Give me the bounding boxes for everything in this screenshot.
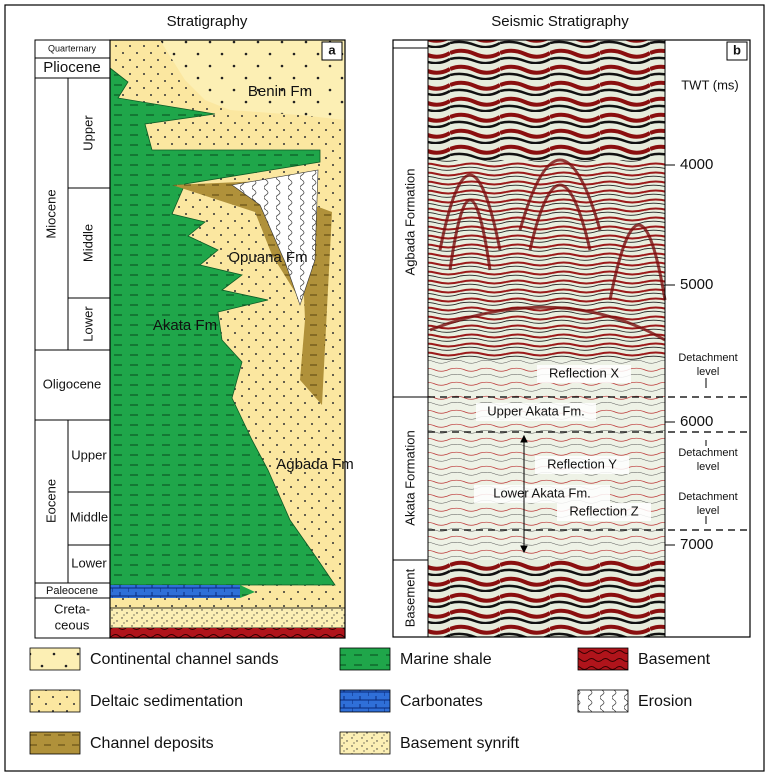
age-column — [35, 40, 110, 638]
annotation: level — [697, 461, 720, 473]
basement-synrift — [110, 608, 345, 628]
legend-label: Deltaic sedimentation — [90, 693, 243, 710]
tick-label: 6000 — [680, 413, 713, 430]
annotation: Detachment — [678, 352, 737, 364]
legend-swatches — [30, 732, 80, 754]
unit-label: Agbada Formation — [402, 169, 417, 276]
age-label: Pliocene — [43, 59, 101, 76]
age-label: Upper — [80, 115, 95, 151]
seismic-image — [428, 40, 665, 160]
tick-label: 4000 — [680, 156, 713, 173]
unit-label: Basement — [402, 568, 417, 627]
tick-label: 7000 — [680, 536, 713, 553]
annotation: Lower Akata Fm. — [493, 485, 591, 500]
carbonates — [110, 585, 240, 598]
legend-label: Channel deposits — [90, 735, 214, 752]
age-label: Middle — [80, 224, 95, 262]
age-label: Paleocene — [46, 585, 98, 597]
age-label: Miocene — [43, 189, 58, 238]
panel-label: a — [328, 42, 336, 57]
annotation: Detachment — [678, 491, 737, 503]
formation-label: Agbada Fm — [276, 456, 354, 473]
panel-title: Seismic Stratigraphy — [491, 13, 629, 30]
seismic-basement — [428, 560, 665, 637]
age-label: Quarternary — [48, 43, 97, 53]
age-label: Creta- — [54, 601, 90, 616]
age-label: Eocene — [43, 479, 58, 523]
axis-ticks — [665, 165, 675, 545]
axis-label: TWT (ms) — [681, 77, 739, 92]
legend-swatches — [30, 690, 80, 712]
formation-label: Opuana Fm — [228, 249, 307, 266]
annotation: level — [697, 366, 720, 378]
legend-label: Continental channel sands — [90, 651, 279, 668]
legend-swatches — [340, 690, 390, 712]
panel-label: b — [733, 42, 741, 57]
annotation: level — [697, 505, 720, 517]
annotation: Detachment — [678, 447, 737, 459]
legend-swatches — [340, 732, 390, 754]
annotation: Reflection Y — [547, 456, 617, 471]
formation-label: Akata Fm — [153, 317, 217, 334]
basement — [110, 628, 345, 638]
formation-label: Benin Fm — [248, 83, 312, 100]
age-label: ceous — [55, 617, 90, 632]
legend-label: Basement synrift — [400, 735, 520, 752]
legend-label: Marine shale — [400, 651, 492, 668]
age-label: Middle — [70, 509, 108, 524]
age-label: Upper — [71, 447, 107, 462]
tick-label: 5000 — [680, 276, 713, 293]
figure: Stratigraphy a Benin Fm Opuana Fm Akata … — [0, 0, 769, 776]
panel-title: Stratigraphy — [167, 13, 248, 30]
legend-label: Erosion — [638, 693, 692, 710]
legend-swatches — [340, 648, 390, 670]
legend-label: Basement — [638, 651, 711, 668]
seismic-image — [428, 160, 665, 360]
legend-swatches — [578, 690, 628, 712]
legend-swatches — [578, 648, 628, 670]
age-label: Lower — [71, 555, 107, 570]
annotation: Reflection Z — [569, 503, 638, 518]
age-label: Lower — [80, 306, 95, 342]
annotation: Reflection X — [549, 365, 619, 380]
unit-label: Akata Formation — [402, 430, 417, 525]
age-label: Oligocene — [43, 376, 102, 391]
legend-label: Carbonates — [400, 693, 483, 710]
annotation: Upper Akata Fm. — [487, 403, 585, 418]
legend-swatches — [30, 648, 80, 670]
